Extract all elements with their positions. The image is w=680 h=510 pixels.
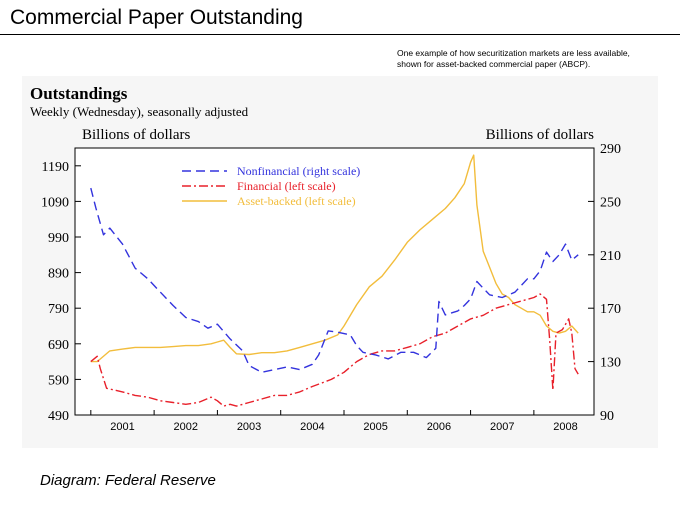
series-line-0 bbox=[90, 187, 579, 373]
right-tick-label: 130 bbox=[600, 356, 621, 371]
series-lines bbox=[90, 154, 579, 407]
legend-label-1: Financial (left scale) bbox=[237, 179, 336, 193]
left-axis-label: Billions of dollars bbox=[82, 127, 190, 143]
right-axis-label: Billions of dollars bbox=[486, 127, 594, 143]
x-tick-label: 2003 bbox=[237, 421, 261, 433]
x-tick-label: 2006 bbox=[427, 421, 451, 433]
series-line-2 bbox=[90, 154, 579, 363]
right-tick-label: 210 bbox=[600, 249, 621, 264]
slide-note: One example of how securitization market… bbox=[397, 48, 672, 70]
chart-canvas: Outstandings Weekly (Wednesday), seasona… bbox=[30, 84, 621, 433]
x-tick-label: 2001 bbox=[110, 421, 134, 433]
x-tick-label: 2002 bbox=[174, 421, 198, 433]
right-tick-label: 290 bbox=[600, 142, 621, 157]
x-tick-label: 2004 bbox=[300, 421, 324, 433]
right-tick-label: 170 bbox=[600, 302, 621, 317]
left-tick-label: 1090 bbox=[41, 195, 69, 210]
left-tick-label: 990 bbox=[48, 231, 69, 246]
chart-legend: Nonfinancial (right scale)Financial (lef… bbox=[182, 164, 360, 208]
left-tick-label: 1190 bbox=[42, 160, 69, 175]
series-line-1 bbox=[90, 293, 579, 407]
x-tick-label: 2005 bbox=[363, 421, 387, 433]
slide-note-line-2: shown for asset-backed commercial paper … bbox=[397, 59, 591, 69]
legend-label-2: Asset-backed (left scale) bbox=[237, 194, 356, 208]
left-tick-label: 490 bbox=[48, 409, 69, 424]
slide-note-line-1: One example of how securitization market… bbox=[397, 48, 630, 58]
x-tick-label: 2008 bbox=[553, 421, 577, 433]
x-tick-label: 2007 bbox=[490, 421, 514, 433]
left-tick-label: 790 bbox=[48, 302, 69, 317]
right-tick-label: 250 bbox=[600, 195, 621, 210]
chart-panel: Outstandings Weekly (Wednesday), seasona… bbox=[22, 76, 658, 448]
source-credit: Diagram: Federal Reserve bbox=[40, 472, 216, 489]
right-tick-label: 90 bbox=[600, 409, 614, 424]
left-tick-label: 690 bbox=[48, 338, 69, 353]
left-tick-label: 590 bbox=[48, 373, 69, 388]
title-divider bbox=[0, 34, 680, 35]
chart-title: Outstandings bbox=[30, 84, 128, 103]
chart-subtitle: Weekly (Wednesday), seasonally adjusted bbox=[30, 104, 249, 119]
plot-frame bbox=[74, 147, 595, 416]
axis-ticks: 490 590 690 790 890 990 1090 1190 90 130 170 210 250… bbox=[41, 142, 621, 433]
left-tick-label: 890 bbox=[48, 267, 69, 282]
slide-title: Commercial Paper Outstanding bbox=[10, 6, 303, 29]
legend-label-0: Nonfinancial (right scale) bbox=[237, 164, 360, 178]
